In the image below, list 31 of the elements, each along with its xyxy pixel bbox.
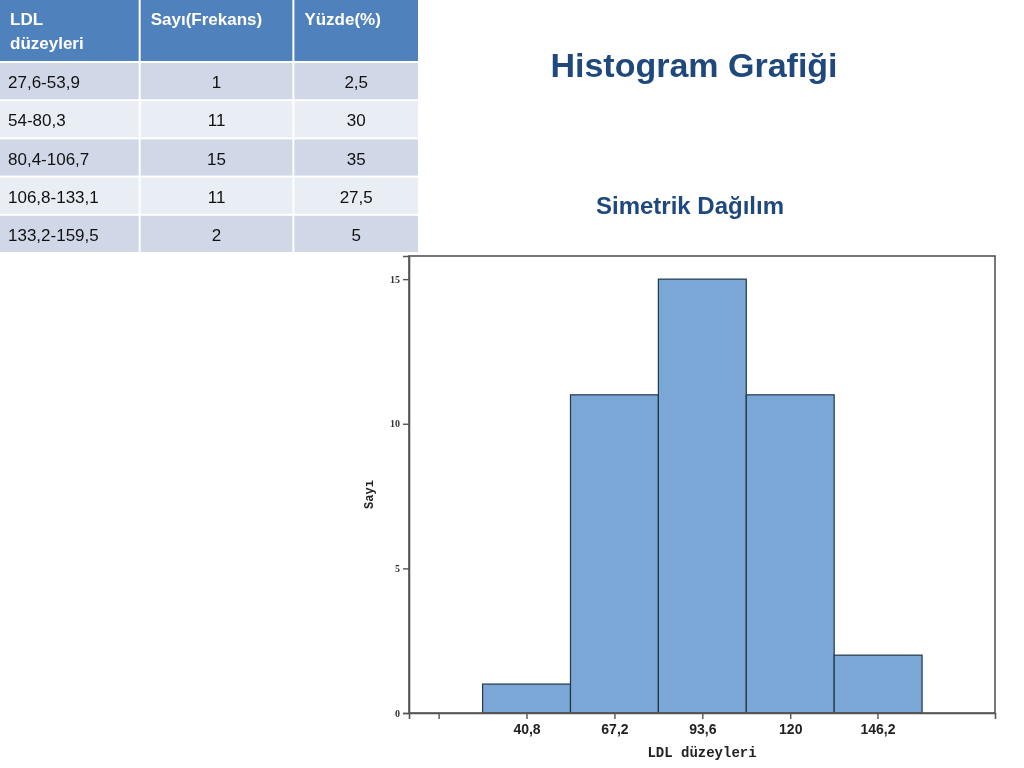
y-tick-label: 15 bbox=[390, 273, 400, 285]
x-tick-label: 67,2 bbox=[601, 720, 629, 737]
data-label: 2,5 bbox=[344, 73, 369, 93]
x-tick-label: 120 bbox=[779, 720, 803, 737]
data-label: 15 bbox=[207, 149, 226, 169]
series-label: Sayı(Frekans) bbox=[150, 10, 263, 29]
chart-title: Histogram Grafiği bbox=[550, 46, 838, 84]
x-tick-label: 146,2 bbox=[860, 720, 896, 737]
data-label: 11 bbox=[207, 187, 226, 207]
data-label: 1 bbox=[211, 73, 222, 93]
category-label: 106,8-133,1 bbox=[8, 187, 99, 207]
y-tick-label: 5 bbox=[395, 563, 400, 575]
data-label: 5 bbox=[351, 225, 361, 245]
chart-subtitle: Simetrik Dağılım bbox=[595, 192, 785, 219]
series-label: Yüzde(%) bbox=[304, 10, 381, 29]
x-tick-label: 93,6 bbox=[689, 720, 717, 737]
x-axis-title: LDL düzeyleri bbox=[647, 745, 757, 761]
category-label: 80,4-106,7 bbox=[8, 149, 90, 169]
category-label: 27,6-53,9 bbox=[8, 73, 80, 93]
data-label: 27,5 bbox=[339, 187, 373, 207]
text: LDL düzeyleri bbox=[10, 10, 84, 53]
category-label: 54-80,3 bbox=[8, 111, 66, 131]
category-label: 133,2-159,5 bbox=[8, 225, 99, 245]
data-label: 30 bbox=[346, 111, 366, 131]
data-label: 11 bbox=[207, 111, 226, 131]
y-tick-label: 10 bbox=[390, 418, 400, 430]
data-label: 2 bbox=[211, 225, 222, 245]
y-axis-title: Sayı bbox=[363, 480, 377, 509]
x-tick-label: 40,8 bbox=[513, 720, 541, 737]
y-tick-label: 0 bbox=[395, 707, 400, 719]
data-label: 35 bbox=[346, 149, 366, 169]
